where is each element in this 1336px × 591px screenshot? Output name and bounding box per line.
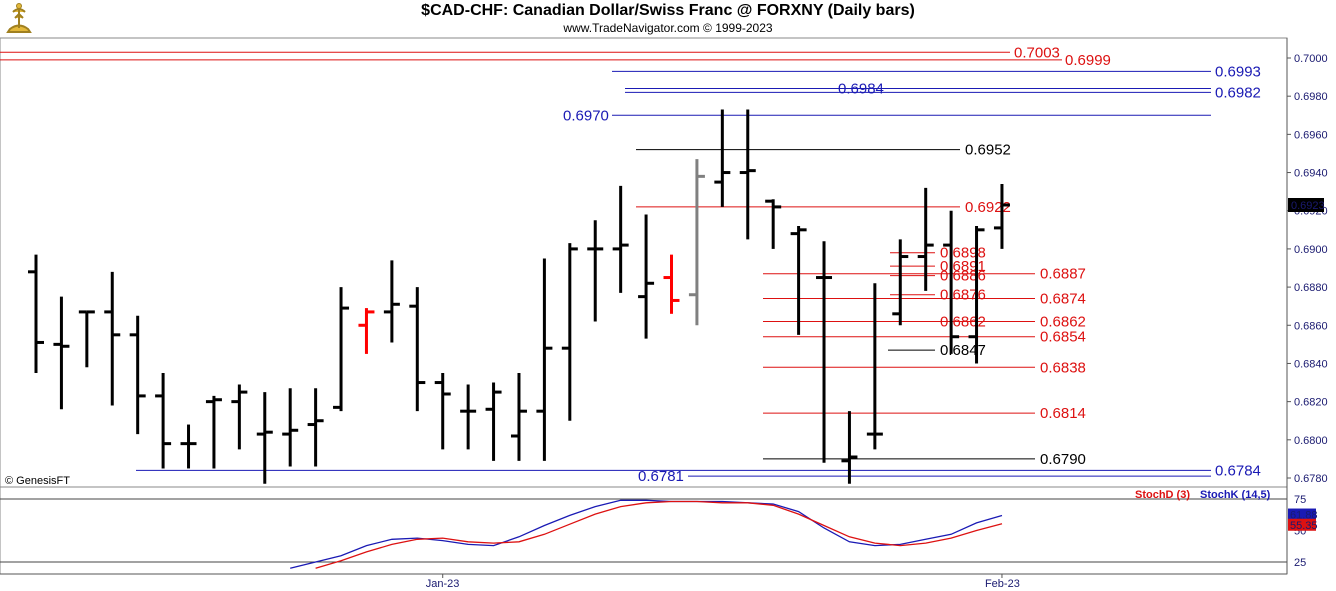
stoch-pane-frame — [0, 486, 1288, 575]
ohlc-bar-17 — [460, 384, 477, 450]
ohlc-bar-19 — [510, 373, 527, 461]
ohlc-bar-38 — [993, 184, 1010, 249]
stoch-tick-label: 25 — [1294, 557, 1306, 569]
date-axis: Jan-23 Feb-23 — [426, 574, 1020, 590]
price-tick-label: 0.6860 — [1294, 320, 1328, 332]
ohlc-bar-11 — [307, 388, 324, 467]
ohlc-bar-24 — [638, 214, 655, 339]
stoch-d-last-label: 55.35 — [1290, 520, 1318, 532]
ohlc-bar-20 — [536, 258, 553, 461]
stoch-k-last-box — [1288, 508, 1316, 521]
last-price-box — [1288, 198, 1324, 212]
level-label-0.6854: 0.6854 — [1040, 329, 1086, 346]
chart-title: $CAD-CHF: Canadian Dollar/Swiss Franc @ … — [421, 2, 915, 19]
ohlc-bar-14 — [383, 260, 400, 343]
ohlc-bar-31 — [816, 241, 833, 463]
level-label-0.6781: 0.6781 — [638, 468, 684, 485]
level-label-0.6887: 0.6887 — [1040, 266, 1086, 283]
level-label-0.6982: 0.6982 — [1215, 84, 1261, 101]
ohlc-bar-8 — [231, 384, 248, 450]
date-label-Feb-23: Feb-23 — [985, 578, 1020, 590]
price-tick-label: 0.6960 — [1294, 129, 1328, 141]
level-label-0.6784: 0.6784 — [1215, 462, 1261, 479]
level-label-0.6999: 0.6999 — [1065, 52, 1111, 69]
level-label-0.6876: 0.6876 — [940, 287, 986, 304]
ohlc-bar-37 — [968, 226, 985, 364]
price-axis: 0.6780 0.6800 0.6820 0.6840 0.6860 0.6880 0.69… — [1287, 53, 1328, 485]
trade-navigator-logo-icon — [6, 3, 32, 33]
price-tick-label: 0.6780 — [1294, 473, 1328, 485]
level-label-0.6970: 0.6970 — [563, 107, 609, 124]
price-tick-label: 0.7000 — [1294, 53, 1328, 65]
level-label-0.7003: 0.7003 — [1014, 44, 1060, 61]
ohlc-bar-36 — [943, 210, 960, 354]
chart-header: $CAD-CHF: Canadian Dollar/Swiss Franc @ … — [0, 0, 1336, 38]
ohlc-bar-21 — [561, 243, 578, 421]
ohlc-bar-1 — [53, 296, 70, 410]
ohlc-bar-27 — [714, 109, 731, 207]
ohlc-bar-9 — [256, 392, 273, 484]
ohlc-bar-23 — [612, 185, 629, 293]
level-label-0.6874: 0.6874 — [1040, 291, 1086, 308]
ohlc-bar-12 — [333, 287, 350, 412]
ohlc-bar-28 — [739, 109, 756, 240]
ohlc-bar-30 — [790, 226, 807, 335]
price-pane-frame — [0, 37, 1288, 488]
stoch-d-legend: StochD (3) — [1135, 489, 1190, 501]
ohlc-bar-5 — [155, 373, 172, 469]
stoch-k-legend: StochK (14,5) — [1200, 489, 1271, 501]
price-tick-label: 0.6880 — [1294, 282, 1328, 294]
ohlc-bar-29 — [765, 199, 782, 249]
date-label-Jan-23: Jan-23 — [426, 578, 460, 590]
stoch-d-last-box — [1288, 518, 1316, 531]
ohlc-bar-22 — [587, 220, 604, 322]
level-label-0.6922: 0.6922 — [965, 199, 1011, 216]
price-tick-label: 0.6940 — [1294, 168, 1328, 180]
level-label-0.6952: 0.6952 — [965, 142, 1011, 159]
level-label-0.6862: 0.6862 — [1040, 313, 1086, 330]
price-tick-label: 0.6820 — [1294, 397, 1328, 409]
level-label-0.6847: 0.6847 — [940, 342, 986, 359]
ohlc-bar-2 — [78, 310, 95, 368]
ohlc-bars — [28, 109, 1010, 484]
ohlc-bar-34 — [892, 239, 909, 326]
level-label-0.6993: 0.6993 — [1215, 63, 1261, 80]
level-label-0.6886: 0.6886 — [940, 268, 986, 285]
ohlc-bar-0 — [28, 254, 44, 373]
price-tick-label: 0.6800 — [1294, 435, 1328, 447]
ohlc-bar-33 — [866, 283, 883, 450]
price-tick-label: 0.6840 — [1294, 358, 1328, 370]
ohlc-bar-35 — [917, 187, 934, 291]
ohlc-bar-26 — [688, 159, 705, 326]
ohlc-bar-13 — [358, 308, 375, 354]
stoch-tick-label: 75 — [1294, 494, 1306, 506]
chart-subtitle: www.TradeNavigator.com © 1999-2023 — [563, 21, 773, 35]
ohlc-bar-7 — [205, 395, 222, 469]
ohlc-bar-16 — [434, 373, 451, 450]
watermark: © GenesisFT — [5, 475, 70, 487]
level-label-0.6838: 0.6838 — [1040, 359, 1086, 376]
ohlc-bar-15 — [409, 287, 426, 412]
ohlc-bar-32 — [841, 411, 858, 484]
level-label-0.6814: 0.6814 — [1040, 405, 1086, 422]
last-price-label: 0.6923 — [1291, 200, 1325, 212]
price-tick-label: 0.6980 — [1294, 91, 1328, 103]
ohlc-bar-18 — [485, 382, 502, 461]
price-tick-label: 0.6900 — [1294, 244, 1328, 256]
series-StochD (3) — [315, 500, 1003, 569]
ohlc-bar-10 — [282, 388, 299, 467]
ohlc-bar-3 — [104, 271, 121, 406]
stoch-k-last-label: 61.88 — [1290, 510, 1318, 522]
level-label-0.6790: 0.6790 — [1040, 451, 1086, 468]
level-label-0.6984: 0.6984 — [838, 81, 884, 98]
ohlc-bar-6 — [180, 424, 197, 469]
ohlc-bar-25 — [663, 254, 680, 314]
ohlc-bar-4 — [129, 315, 146, 435]
